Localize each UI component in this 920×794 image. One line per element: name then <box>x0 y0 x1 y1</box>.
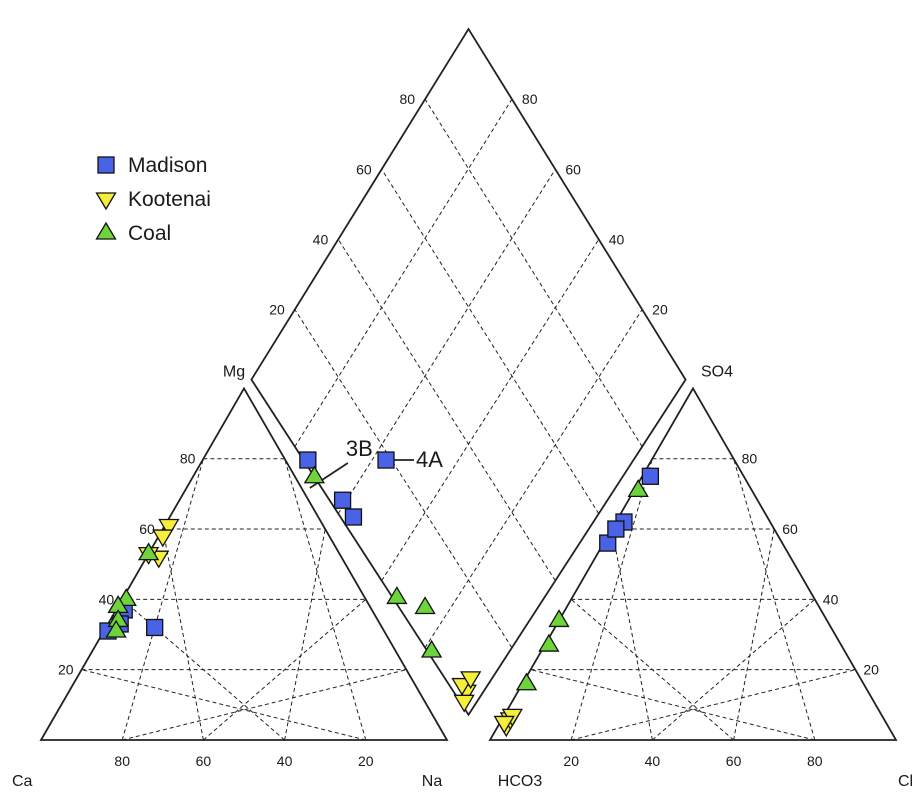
cation-bottom-tick-label: 80 <box>114 753 130 769</box>
cation-corner-label-ca: Ca <box>12 773 33 790</box>
cation-corner-label-na: Na <box>422 773 443 790</box>
anion-corner-label-cl: Cl <box>898 773 913 790</box>
diamond-gridline-a <box>424 309 643 648</box>
anion-gridline-right <box>571 669 856 741</box>
anion-bottom-tick-label: 80 <box>807 753 823 769</box>
coal-diamond-point <box>420 639 443 658</box>
coal-anion-point <box>515 672 538 691</box>
diamond-right-tick-label: 40 <box>609 231 625 247</box>
cation-gridline-left <box>121 598 285 741</box>
diamond-gridline-a <box>381 239 600 581</box>
cation-gridline-right <box>284 528 326 741</box>
data-point-layer <box>99 451 660 738</box>
legend-entry-label: Madison <box>128 154 207 177</box>
legend-entry-label: Kootenai <box>128 188 211 211</box>
kootenai-diamond-point <box>451 677 473 696</box>
diamond-right-tick-label: 60 <box>565 161 581 177</box>
cation-left-tick-label: 40 <box>99 591 115 607</box>
diamond-gridline-b <box>381 169 600 514</box>
kootenai-cation-point <box>158 518 180 537</box>
cation-corner-label-mg: Mg <box>223 363 245 380</box>
anion-triangle-outline <box>488 386 898 741</box>
anion-bottom-tick-label: 60 <box>726 753 742 769</box>
annotation-label: 4A <box>416 447 443 472</box>
coal-diamond-point <box>414 596 436 615</box>
annotation-label: 3B <box>346 436 373 461</box>
cation-bottom-tick-label: 20 <box>358 753 374 769</box>
kootenai-diamond-point <box>460 671 482 690</box>
anion-bottom-tick-label: 40 <box>645 753 661 769</box>
anion-gridline-left <box>611 528 653 741</box>
diamond-left-tick-label: 20 <box>269 301 285 317</box>
cation-left-tick-label: 80 <box>180 451 196 467</box>
anion-gridline-right <box>652 598 816 741</box>
anion-gridline-left <box>530 669 815 741</box>
coal-cation-point <box>105 619 127 638</box>
diamond-right-tick-label: 20 <box>652 301 668 317</box>
legend-entry-label: Coal <box>128 222 171 245</box>
madison-anion-point <box>607 520 625 538</box>
coal-anion-point <box>627 479 649 498</box>
legend-marker-coal <box>95 221 117 240</box>
coal-anion-point <box>538 633 560 652</box>
diamond-gridline-a <box>294 98 513 447</box>
legend: Madison Kootenai Coal <box>95 154 211 245</box>
legend-marker-kootenai <box>95 192 117 211</box>
anion-gridline-left <box>570 598 734 741</box>
madison-cation-point <box>146 618 164 637</box>
cation-gridline-left <box>121 458 204 741</box>
anion-corner-label-hco3: HCO3 <box>498 773 543 790</box>
cation-bottom-tick-label: 40 <box>277 753 293 769</box>
coal-anion-point <box>548 609 570 628</box>
anion-right-tick-label: 60 <box>782 521 798 537</box>
corner-label-layer: Ca Mg Na HCO3 SO4 Cl <box>12 363 913 790</box>
cation-bottom-tick-label: 60 <box>196 753 212 769</box>
cation-triangle-outline <box>39 386 449 741</box>
diamond-right-tick-label: 80 <box>522 91 538 107</box>
kootenai-diamond-point <box>453 694 475 713</box>
madison-diamond-point <box>344 508 363 526</box>
legend-marker-madison <box>97 156 115 174</box>
coal-diamond-point <box>386 586 408 605</box>
madison-diamond-point <box>333 491 352 509</box>
coal-diamond-point <box>303 465 326 484</box>
anion-right-tick-label: 80 <box>742 451 758 467</box>
anion-right-tick-label: 20 <box>863 662 879 678</box>
grid-layer <box>81 98 856 741</box>
anion-right-tick-label: 40 <box>823 591 839 607</box>
diamond-outline <box>250 27 687 717</box>
diamond-gridline-b <box>424 98 643 447</box>
coal-cation-point <box>137 542 160 561</box>
cation-left-tick-label: 60 <box>139 521 155 537</box>
anion-gridline-left <box>570 458 653 741</box>
cation-gridline-right <box>122 669 407 741</box>
madison-anion-point <box>641 467 660 485</box>
cation-gridline-left <box>162 528 204 741</box>
kootenai-cation-point <box>152 529 174 548</box>
anion-corner-label-so4: SO4 <box>701 363 733 380</box>
diamond-left-tick-label: 40 <box>313 231 329 247</box>
annotation-leader-line <box>309 462 349 489</box>
diamond-gridline-a <box>337 169 556 514</box>
diamond-gridline-b <box>337 239 556 581</box>
madison-diamond-point <box>299 451 317 469</box>
diamond-gridline-b <box>294 309 513 648</box>
diamond-left-tick-label: 80 <box>400 91 416 107</box>
cation-left-tick-label: 20 <box>58 662 74 678</box>
cation-gridline-left <box>81 669 366 741</box>
tick-layer: 80 60 40 20 80 60 40 20 20 40 60 80 80 60 40 20 80 60 40 20… <box>58 91 879 769</box>
madison-diamond-point <box>377 451 395 469</box>
kootenai-anion-point <box>493 715 515 734</box>
cation-gridline-right <box>203 598 367 741</box>
anion-gridline-right <box>733 528 775 741</box>
anion-bottom-tick-label: 20 <box>563 753 579 769</box>
diamond-left-tick-label: 60 <box>356 161 372 177</box>
outline-layer <box>39 27 898 741</box>
annotation-layer: 3B 4A <box>309 436 443 489</box>
